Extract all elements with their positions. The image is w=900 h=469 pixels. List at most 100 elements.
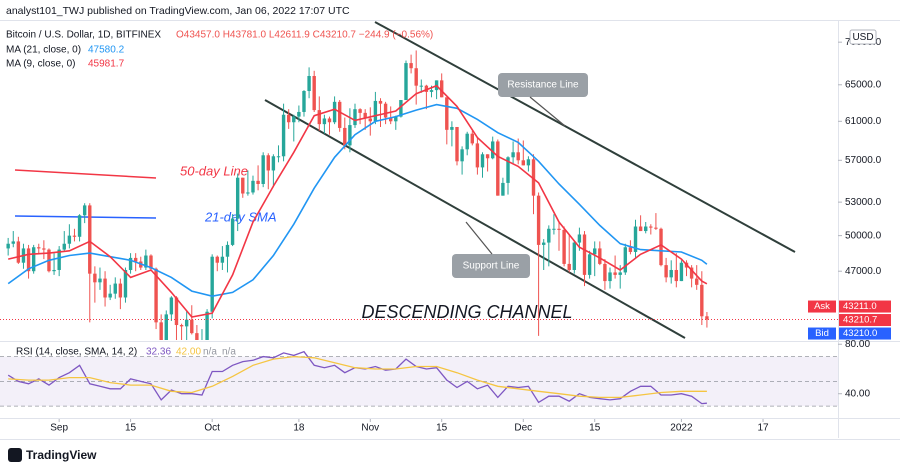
ohlc-legend: O43457.0 H43781.0 L42611.9 C43210.7 −244…	[176, 30, 433, 41]
twenty-one-day-line	[14, 215, 157, 219]
candle-body	[184, 319, 189, 327]
candle-body	[37, 247, 41, 249]
candle-body	[644, 226, 648, 232]
candle-body	[598, 248, 602, 264]
y-tick-label: 53000.0	[845, 197, 882, 208]
candle-body	[623, 247, 628, 273]
candle-body	[572, 242, 577, 270]
price-tag-box	[839, 300, 891, 313]
candle-body	[348, 125, 352, 146]
price-tag-name-box	[808, 327, 836, 340]
rsi-pane	[0, 350, 838, 407]
candle-body	[460, 149, 464, 162]
logo-icon	[8, 448, 22, 462]
price-tag-label: 43210.0	[843, 328, 877, 339]
candle-body	[470, 133, 474, 144]
fifty-day-line	[14, 169, 157, 179]
candle-body	[220, 256, 225, 263]
candle-body	[654, 227, 658, 229]
candle-body	[276, 156, 281, 158]
rsi-line	[8, 355, 707, 399]
candle-body	[123, 269, 128, 298]
y-tick-label: 40.00	[845, 388, 870, 399]
x-tick-label: 15	[125, 423, 137, 434]
rsi-legend-value: 42.00	[176, 347, 201, 358]
price-tag-name: Ask	[814, 301, 830, 312]
candle-body	[562, 229, 566, 264]
candle-body	[516, 152, 520, 161]
candle-body	[659, 228, 663, 266]
candle-body	[93, 273, 97, 283]
resistance-label-box	[498, 73, 588, 97]
candle-body	[322, 118, 327, 125]
rsi-legend-value: n/a	[203, 347, 217, 358]
currency: USD	[852, 32, 873, 43]
candle-body	[118, 283, 123, 298]
rsi-title: RSI (14, close, SMA, 14, 2)	[16, 347, 137, 358]
candle-body	[404, 63, 408, 101]
candle-body	[669, 269, 673, 278]
candle-body	[82, 205, 87, 216]
candle-body	[210, 256, 214, 312]
price-tag-box	[839, 314, 891, 327]
candle-body	[302, 91, 306, 112]
candle-body	[536, 195, 541, 245]
candle-body	[378, 100, 383, 104]
candle-body	[679, 262, 684, 282]
candle-body	[414, 68, 418, 86]
price-tag-name-box	[808, 300, 836, 313]
x-tick-label: 2022	[670, 423, 693, 434]
candle-body	[343, 127, 347, 146]
candle-body	[511, 152, 515, 158]
candle-body	[394, 116, 398, 122]
candle-body	[266, 155, 270, 171]
candle-body	[353, 109, 357, 126]
candle-body	[286, 114, 291, 123]
candle-body	[11, 241, 15, 244]
candle-body	[327, 118, 332, 123]
candle-body	[552, 228, 556, 230]
legend-label: MA (9, close, 0)	[6, 59, 75, 70]
candle-body	[261, 155, 265, 184]
candle-body	[251, 180, 255, 193]
annotation: 21-day SMA	[204, 209, 277, 224]
candle-body	[491, 141, 495, 159]
candle-body	[383, 103, 388, 118]
candle-body	[587, 254, 592, 275]
candle-body	[179, 325, 184, 327]
resistance-arrow	[529, 96, 566, 127]
y-tick-label: 50000.0	[845, 230, 882, 241]
candle-body	[409, 63, 413, 69]
candle-body	[664, 265, 668, 278]
x-tick-label: Oct	[204, 423, 220, 434]
rsi-band	[0, 356, 838, 407]
rsi-legend-value: 32.36	[146, 347, 171, 358]
candle-body	[399, 100, 403, 117]
price-tag-label: 43210.7	[843, 315, 877, 326]
candle-body	[108, 293, 112, 298]
symbol-title: Bitcoin / U.S. Dollar, 1D, BITFINEX	[6, 30, 161, 41]
candle-body	[57, 249, 61, 270]
candle-body	[77, 215, 82, 237]
y-tick-label: 61000.0	[845, 116, 882, 127]
candle-body	[649, 226, 653, 228]
candle-body	[475, 143, 480, 168]
candle-body	[700, 284, 704, 317]
candle-body	[16, 241, 21, 263]
candle-body	[271, 156, 276, 171]
candle-body	[501, 182, 505, 196]
candle-body	[307, 76, 311, 92]
drawings: 50-day Line 21-day SMA Resistance Line S…	[14, 21, 796, 339]
candle-body	[190, 319, 194, 334]
candle-body	[128, 257, 133, 270]
candle-body	[618, 272, 622, 275]
currency-badge	[849, 29, 877, 45]
candle-body	[98, 278, 102, 283]
candle-body	[593, 248, 597, 255]
candle-body	[363, 112, 367, 119]
candle-body	[567, 263, 571, 270]
candle-body	[154, 268, 158, 323]
candle-body	[281, 114, 286, 157]
tradingview-logo: TradingView	[8, 448, 97, 462]
